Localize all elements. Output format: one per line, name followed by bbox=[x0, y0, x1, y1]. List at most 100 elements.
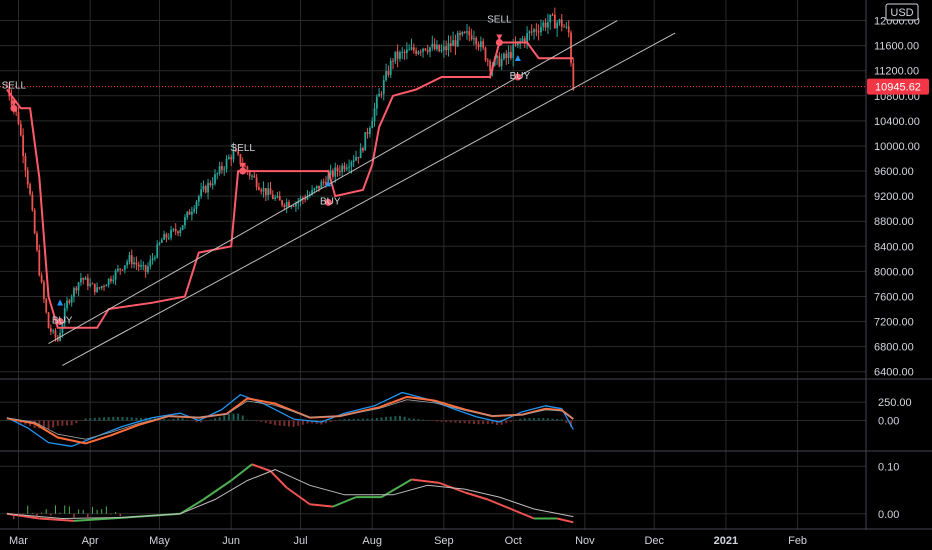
candle[interactable] bbox=[144, 264, 147, 278]
candle[interactable] bbox=[260, 187, 263, 195]
candle[interactable] bbox=[225, 155, 228, 173]
candle[interactable] bbox=[262, 181, 265, 198]
candle[interactable] bbox=[255, 173, 258, 191]
candle[interactable] bbox=[68, 298, 71, 305]
candle[interactable] bbox=[267, 182, 270, 201]
candle[interactable] bbox=[526, 26, 528, 49]
candle[interactable] bbox=[193, 205, 196, 214]
candle[interactable] bbox=[110, 275, 112, 284]
candle[interactable] bbox=[334, 162, 337, 183]
candle[interactable] bbox=[186, 211, 189, 220]
candle[interactable] bbox=[533, 27, 535, 40]
candle[interactable] bbox=[45, 297, 48, 314]
candle[interactable] bbox=[537, 24, 540, 41]
candle[interactable] bbox=[278, 191, 281, 201]
candle[interactable] bbox=[341, 163, 344, 177]
candle[interactable] bbox=[188, 209, 191, 215]
candle[interactable] bbox=[410, 38, 413, 51]
candle[interactable] bbox=[211, 177, 214, 190]
signal-marker[interactable] bbox=[239, 167, 247, 175]
candle[interactable] bbox=[318, 185, 320, 192]
candle[interactable] bbox=[38, 244, 41, 277]
candle[interactable] bbox=[498, 52, 501, 68]
candle[interactable] bbox=[507, 45, 510, 65]
candle[interactable] bbox=[24, 152, 27, 178]
candle[interactable] bbox=[560, 14, 563, 32]
candle[interactable] bbox=[540, 19, 542, 36]
candle[interactable] bbox=[301, 196, 304, 205]
signal-marker[interactable] bbox=[10, 104, 18, 112]
candle[interactable] bbox=[274, 194, 277, 202]
candle[interactable] bbox=[237, 148, 240, 157]
candle[interactable] bbox=[530, 24, 533, 36]
candle[interactable] bbox=[433, 38, 436, 51]
candle[interactable] bbox=[436, 40, 438, 52]
candle[interactable] bbox=[80, 272, 82, 286]
candle[interactable] bbox=[190, 206, 193, 221]
candle[interactable] bbox=[368, 126, 371, 138]
candle[interactable] bbox=[442, 40, 445, 58]
candle[interactable] bbox=[285, 198, 288, 214]
candle[interactable] bbox=[359, 143, 362, 159]
candle[interactable] bbox=[52, 328, 55, 334]
candle[interactable] bbox=[264, 188, 267, 202]
trend-line[interactable] bbox=[48, 20, 618, 344]
candle[interactable] bbox=[366, 127, 369, 139]
candle[interactable] bbox=[378, 88, 381, 97]
candle[interactable] bbox=[551, 13, 554, 16]
candle[interactable] bbox=[40, 272, 43, 284]
candle[interactable] bbox=[121, 269, 124, 271]
candle[interactable] bbox=[380, 91, 383, 99]
candle[interactable] bbox=[570, 30, 572, 67]
candle[interactable] bbox=[147, 262, 149, 275]
candle[interactable] bbox=[364, 132, 367, 151]
candle[interactable] bbox=[484, 46, 487, 62]
candle[interactable] bbox=[158, 241, 161, 246]
candle[interactable] bbox=[394, 51, 397, 65]
candle[interactable] bbox=[389, 57, 392, 79]
candle[interactable] bbox=[572, 58, 575, 91]
candle[interactable] bbox=[126, 259, 129, 269]
candle[interactable] bbox=[479, 36, 482, 52]
candle[interactable] bbox=[399, 50, 401, 62]
oscillator-pane[interactable] bbox=[6, 463, 574, 524]
candle[interactable] bbox=[521, 35, 524, 43]
candle[interactable] bbox=[288, 199, 290, 208]
candle[interactable] bbox=[440, 44, 443, 53]
signal-marker[interactable] bbox=[324, 198, 332, 206]
candle[interactable] bbox=[567, 20, 570, 38]
candle[interactable] bbox=[258, 182, 260, 191]
candle[interactable] bbox=[234, 146, 237, 152]
candle[interactable] bbox=[503, 52, 505, 61]
signal-marker[interactable] bbox=[56, 318, 64, 326]
candle[interactable] bbox=[371, 117, 374, 129]
candle[interactable] bbox=[89, 278, 92, 288]
candle[interactable] bbox=[216, 172, 219, 180]
candle[interactable] bbox=[306, 190, 309, 201]
candle[interactable] bbox=[461, 31, 464, 37]
candle[interactable] bbox=[426, 44, 429, 55]
candle[interactable] bbox=[202, 180, 205, 193]
candle[interactable] bbox=[128, 251, 131, 265]
candle[interactable] bbox=[466, 24, 468, 40]
candle[interactable] bbox=[315, 185, 318, 192]
candle[interactable] bbox=[456, 30, 459, 47]
candle[interactable] bbox=[401, 47, 404, 60]
candle[interactable] bbox=[123, 265, 126, 274]
candle[interactable] bbox=[170, 225, 172, 241]
candle[interactable] bbox=[179, 227, 182, 237]
candle[interactable] bbox=[6, 81, 8, 88]
candle[interactable] bbox=[230, 154, 233, 167]
candle[interactable] bbox=[542, 20, 545, 31]
candle[interactable] bbox=[320, 179, 323, 189]
candle[interactable] bbox=[459, 30, 461, 41]
candle[interactable] bbox=[47, 311, 50, 329]
candle[interactable] bbox=[36, 231, 38, 253]
candle[interactable] bbox=[547, 13, 549, 35]
candle[interactable] bbox=[408, 44, 411, 51]
candle[interactable] bbox=[142, 261, 145, 271]
candle[interactable] bbox=[197, 194, 200, 207]
price-pane[interactable]: SELL BUY SELL BUY SELL BUY bbox=[0, 7, 866, 366]
candle[interactable] bbox=[207, 178, 209, 200]
candle[interactable] bbox=[528, 30, 531, 41]
